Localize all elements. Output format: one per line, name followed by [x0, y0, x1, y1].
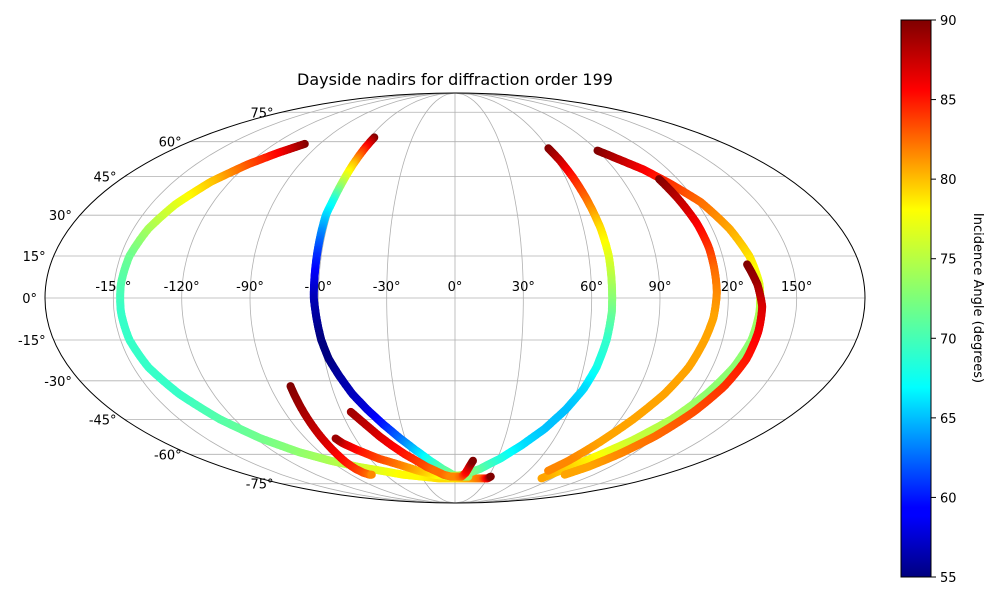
colorbar-tick-label: 70	[940, 332, 957, 347]
latitude-tick-label: 60°	[159, 136, 182, 151]
colorbar-label: Incidence Angle (degrees)	[970, 213, 985, 383]
data-point	[544, 466, 553, 475]
colorbar-tick-label: 60	[940, 491, 957, 506]
latitude-tick-label: 45°	[94, 171, 117, 186]
latitude-tick-label: -60°	[154, 448, 182, 463]
colorbar-tick-label: 55	[940, 571, 957, 586]
latitude-tick-labels: 75° 60° 45° 30° 15° 0° -15° -30° -45° -60° -75°	[18, 106, 274, 492]
longitude-tick-label: -30°	[373, 280, 401, 295]
longitude-tick-label: 60°	[580, 280, 603, 295]
colorbar-tick-label: 80	[940, 173, 957, 188]
longitude-tick-label: -90°	[236, 280, 264, 295]
longitude-tick-label: -60°	[304, 280, 332, 295]
data-point	[537, 474, 546, 483]
longitude-tick-label: -120°	[164, 280, 200, 295]
longitude-tick-labels: -150° -120° -90° -60° -30° 0° 30° 60° 90° 120° 150…	[95, 280, 812, 295]
colorbar-ticks: 55 60 65 70 75 80 85 90	[931, 14, 957, 586]
latitude-tick-label: 30°	[49, 209, 72, 224]
longitude-tick-label: -150°	[95, 280, 131, 295]
data-point	[469, 456, 477, 465]
latitude-tick-label: 0°	[22, 292, 37, 307]
colorbar-tick-label: 90	[940, 14, 957, 29]
data-point	[560, 470, 569, 479]
graticule	[45, 93, 865, 503]
latitude-tick-label: 15°	[23, 250, 46, 265]
latitude-tick-label: -15°	[18, 334, 46, 349]
colorbar-tick-label: 65	[940, 412, 957, 427]
data-point	[367, 470, 376, 479]
map-outline	[44, 92, 866, 504]
data-point	[331, 434, 340, 443]
colorbar-tick-label: 85	[940, 94, 957, 109]
colorbar-tick-label: 75	[940, 253, 957, 268]
longitude-tick-label: 90°	[648, 280, 671, 295]
colorbar	[900, 19, 932, 578]
data-points	[116, 133, 767, 483]
latitude-tick-label: -30°	[44, 375, 72, 390]
longitude-tick-label: 0°	[448, 280, 463, 295]
latitude-tick-label: 75°	[250, 106, 273, 121]
latitude-tick-label: -75°	[246, 478, 274, 493]
longitude-tick-label: 150°	[781, 280, 812, 295]
latitude-tick-label: -45°	[89, 413, 117, 428]
chart-title: Dayside nadirs for diffraction order 199	[297, 70, 613, 89]
data-point	[486, 472, 495, 481]
longitude-tick-label: 30°	[512, 280, 535, 295]
